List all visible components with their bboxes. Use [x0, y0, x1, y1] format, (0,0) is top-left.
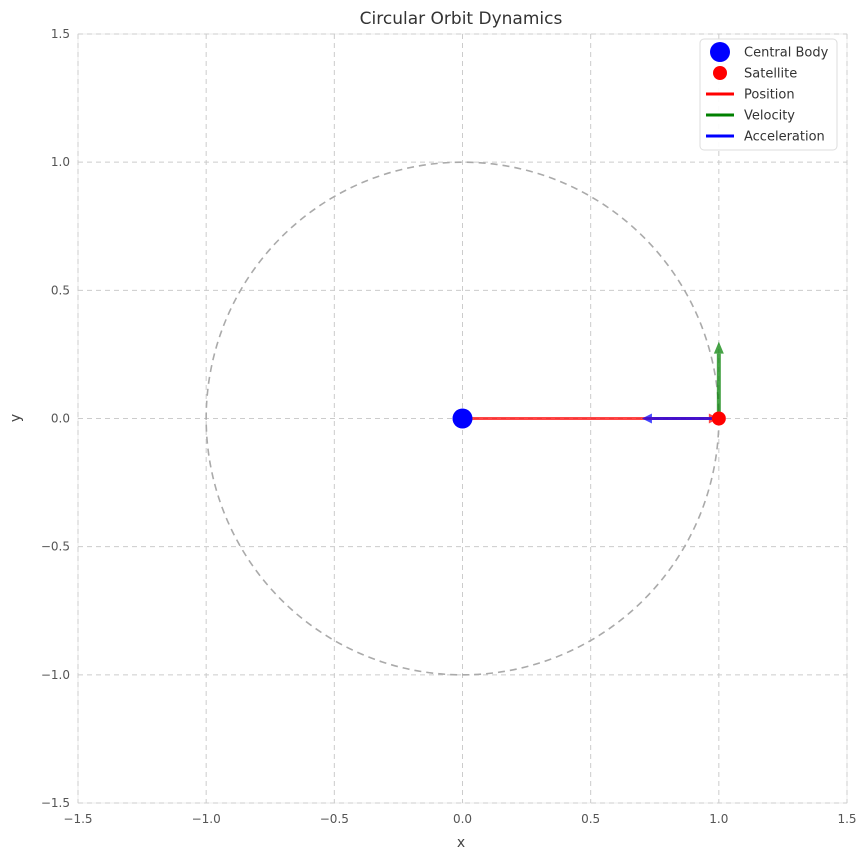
- satellite-marker: [711, 411, 726, 426]
- x-axis-label: x: [457, 835, 465, 851]
- legend-box: [699, 38, 838, 151]
- legend: Central Body Satellite Position Velocity Acc…: [699, 38, 838, 151]
- y-tick-label: 0.5: [51, 283, 70, 297]
- y-tick-label: −1.5: [41, 796, 70, 810]
- x-tick-label: −1.0: [192, 812, 221, 826]
- plot-area: [205, 161, 726, 676]
- y-axis-label: y: [8, 414, 24, 422]
- legend-label: Velocity: [744, 109, 795, 124]
- x-tick-label: −0.5: [320, 812, 349, 826]
- x-tick-label: 1.0: [709, 812, 728, 826]
- acceleration-vector: [641, 413, 719, 424]
- acceleration-vector-head: [641, 413, 652, 424]
- x-tick-label: 0.5: [581, 812, 600, 826]
- y-tick-label: −1.0: [41, 668, 70, 682]
- y-tick-label: 1.5: [51, 27, 70, 41]
- x-tick-label: 0.0: [453, 812, 472, 826]
- velocity-vector-head: [713, 341, 724, 354]
- legend-label: Central Body: [744, 46, 829, 61]
- legend-label: Position: [744, 88, 795, 103]
- legend-label: Satellite: [744, 67, 797, 82]
- x-tick-label: −1.5: [63, 812, 92, 826]
- y-tick-label: 0.0: [51, 412, 70, 426]
- y-tick-label: 1.0: [51, 155, 70, 169]
- velocity-vector: [713, 341, 724, 419]
- central-body-marker: [452, 408, 473, 429]
- chart-title: Circular Orbit Dynamics: [360, 9, 563, 29]
- legend-marker: [713, 66, 727, 80]
- tick-labels: −1.5 −1.0 −0.5 0.0 0.5 1.0 1.5 −1.5 −1.0 −0.5 0.0 0…: [41, 27, 857, 826]
- legend-label: Acceleration: [744, 130, 825, 145]
- x-tick-label: 1.5: [837, 812, 856, 826]
- legend-marker: [710, 42, 730, 62]
- y-tick-label: −0.5: [41, 540, 70, 554]
